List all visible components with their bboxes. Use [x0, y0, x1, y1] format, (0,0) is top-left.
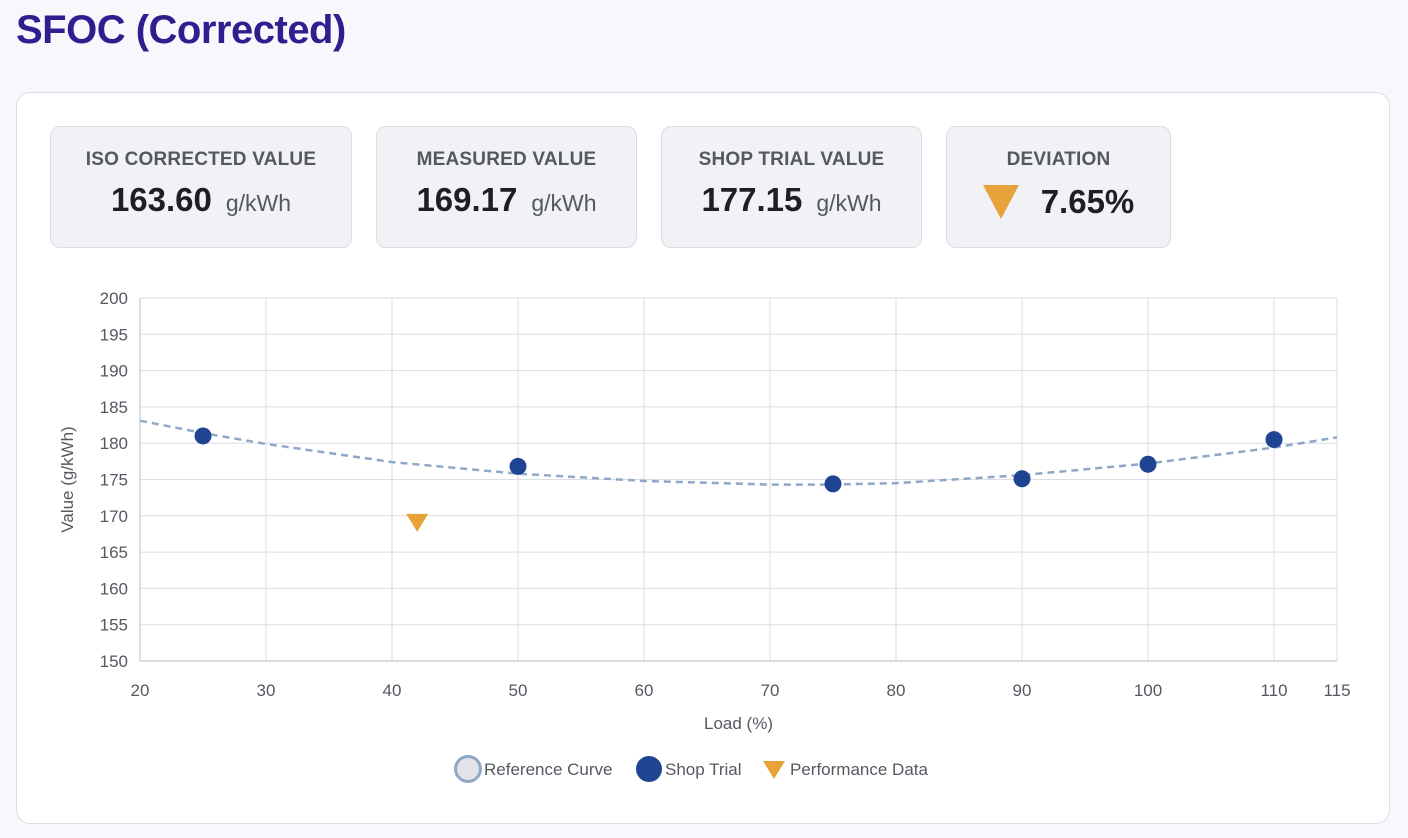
- x-tick-label: 100: [1134, 681, 1162, 700]
- y-tick-label: 185: [100, 398, 128, 417]
- legend-shop-trial-label: Shop Trial: [665, 760, 742, 779]
- shop-trial-point: [1265, 431, 1283, 449]
- sfoc-chart: 20 30 40 50 60 70 80 90 100 110 115 150 155 160 165 170…: [58, 289, 1351, 783]
- x-tick-label: 30: [257, 681, 276, 700]
- x-axis-title: Load (%): [704, 714, 773, 733]
- metric-deviation: DEVIATION 7.65%: [946, 126, 1171, 248]
- legend-shop-trial-marker: [636, 756, 662, 782]
- y-tick-label: 155: [100, 616, 128, 635]
- y-tick-label: 165: [100, 543, 128, 562]
- x-tick-label: 110: [1260, 681, 1287, 700]
- reference-curve-line: [139, 419, 1338, 486]
- legend-performance-data-marker: [763, 761, 785, 779]
- x-tick-label: 60: [635, 681, 654, 700]
- metric-measured: MEASURED VALUE 169.17 g/kWh: [376, 126, 637, 248]
- y-tick-label: 195: [100, 325, 128, 344]
- metric-unit: g/kWh: [531, 190, 597, 216]
- x-tick-label: 115: [1323, 681, 1350, 700]
- legend-reference-curve-label: Reference Curve: [484, 760, 613, 779]
- metric-label: MEASURED VALUE: [416, 149, 597, 170]
- metric-label: DEVIATION: [1006, 149, 1111, 170]
- y-tick-label: 180: [100, 434, 128, 453]
- performance-data-point: [406, 513, 429, 532]
- shop-trial-point: [1013, 470, 1031, 488]
- metric-iso-corrected: ISO CORRECTED VALUE 163.60 g/kWh: [50, 126, 352, 248]
- shop-trial-point: [824, 475, 842, 493]
- x-tick-label: 80: [887, 681, 906, 700]
- x-tick-label: 40: [383, 681, 402, 700]
- x-tick-label: 70: [761, 681, 780, 700]
- metric-unit: g/kWh: [225, 190, 292, 216]
- shop-trial-point: [194, 427, 212, 445]
- x-tick-label: 20: [131, 681, 150, 700]
- metric-unit: g/kWh: [816, 190, 882, 216]
- deviation-value: 7.65%: [1040, 183, 1135, 220]
- y-tick-label: 160: [100, 579, 128, 598]
- page-title: SFOC (Corrected): [16, 8, 346, 52]
- sfoc-card: ISO CORRECTED VALUE 163.60 g/kWh MEASURE…: [16, 92, 1390, 824]
- legend-performance-data-label: Performance Data: [790, 760, 928, 779]
- legend-reference-curve-marker: [454, 755, 482, 783]
- metric-value: 163.60: [110, 181, 212, 218]
- y-tick-label: 190: [100, 362, 128, 381]
- triangle-down-icon: [982, 185, 1019, 219]
- metric-label: SHOP TRIAL VALUE: [698, 149, 885, 170]
- y-tick-label: 175: [100, 471, 128, 490]
- y-tick-label: 150: [100, 652, 128, 671]
- x-tick-label: 50: [509, 681, 528, 700]
- y-tick-label: 170: [100, 507, 128, 526]
- x-tick-label: 90: [1013, 681, 1032, 700]
- shop-trial-point: [509, 457, 527, 475]
- y-axis-title: Value (g/kWh): [58, 426, 77, 532]
- y-tick-label: 200: [100, 289, 128, 308]
- metric-value: 169.17: [416, 181, 518, 218]
- metric-shop-trial: SHOP TRIAL VALUE 177.15 g/kWh: [661, 126, 922, 248]
- metric-label: ISO CORRECTED VALUE: [85, 149, 317, 170]
- shop-trial-point: [1139, 455, 1157, 473]
- metric-value: 177.15: [701, 181, 803, 218]
